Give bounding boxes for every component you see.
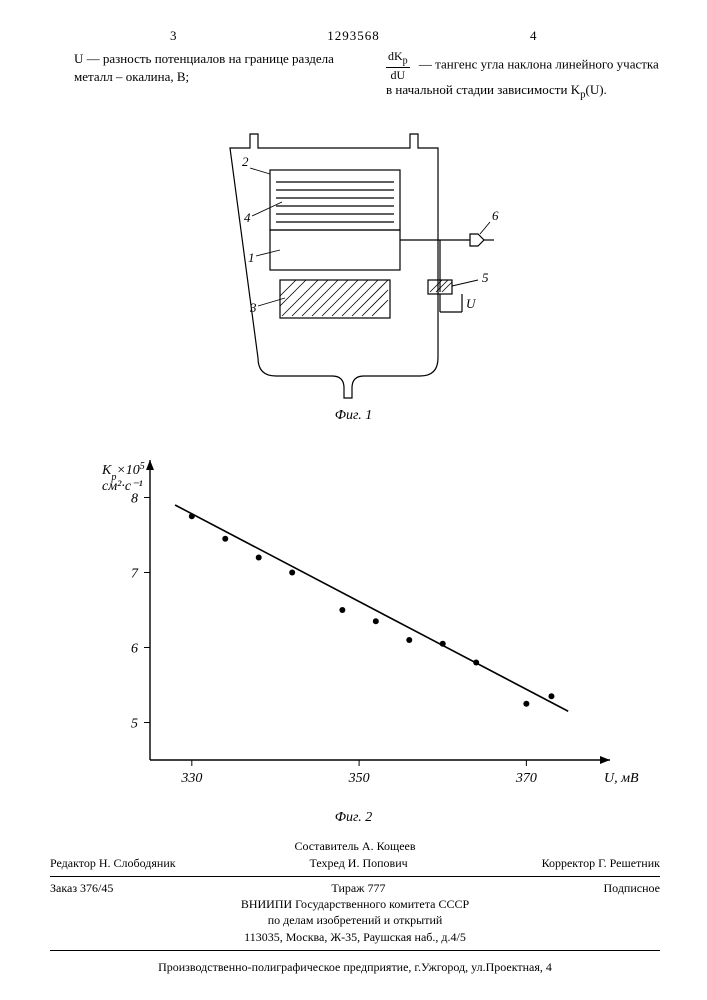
figure-1-caption: Фиг. 1 bbox=[0, 408, 707, 424]
fig1-label-6: 6 bbox=[492, 208, 499, 223]
figure-2-caption: Фиг. 2 bbox=[0, 810, 707, 826]
frac-num: dK bbox=[388, 49, 403, 63]
svg-text:5: 5 bbox=[131, 717, 138, 732]
chart-svg: 3303503705678Kp×105см²·с⁻¹U, мВ bbox=[80, 440, 640, 810]
fig1-label-2: 2 bbox=[242, 154, 249, 169]
pub-info: Заказ 376/45 Тираж 777 Подписное ВНИИПИ … bbox=[50, 880, 660, 945]
definition-right: dKp dU — тангенс угла наклона линейного … bbox=[386, 50, 666, 103]
fig1-label-4: 4 bbox=[244, 210, 251, 225]
svg-text:см²·с⁻¹: см²·с⁻¹ bbox=[102, 479, 143, 494]
svg-text:330: 330 bbox=[180, 771, 202, 786]
pub-org1: ВНИИПИ Государственного комитета СССР bbox=[50, 896, 660, 912]
printer-line: Производственно-полиграфическое предприя… bbox=[50, 960, 660, 975]
fig1-label-u: U bbox=[466, 296, 477, 311]
pub-sub: Подписное bbox=[604, 880, 661, 896]
definition-left: U — разность потенциалов на границе разд… bbox=[74, 50, 334, 85]
svg-text:350: 350 bbox=[348, 771, 370, 786]
rule-2 bbox=[50, 950, 660, 951]
svg-text:U, мВ: U, мВ bbox=[604, 771, 639, 786]
def-right-text: — тангенс угла наклона линейного участка… bbox=[386, 57, 659, 98]
figure-1-svg: 2 4 1 3 5 6 U bbox=[170, 130, 530, 400]
pub-tirazh: Тираж 777 bbox=[331, 880, 385, 896]
def-right-frac: dKp dU bbox=[386, 50, 410, 81]
frac-num-sub: p bbox=[403, 55, 408, 66]
credit-compiler: Составитель А. Кощеев bbox=[50, 838, 660, 855]
svg-text:7: 7 bbox=[131, 567, 139, 582]
fig1-label-5: 5 bbox=[482, 270, 489, 285]
credit-techred: Техред И. Попович bbox=[309, 855, 407, 872]
figure-1: 2 4 1 3 5 6 U bbox=[170, 130, 530, 400]
def-left-symbol: U — bbox=[74, 51, 100, 66]
pub-addr: 113035, Москва, Ж-35, Раушская наб., д.4… bbox=[50, 929, 660, 945]
def-right-tail: (U). bbox=[586, 82, 607, 97]
pub-order: Заказ 376/45 bbox=[50, 880, 113, 896]
credit-editor: Редактор Н. Слободяник bbox=[50, 855, 176, 872]
credit-corrector: Корректор Г. Решетник bbox=[542, 855, 660, 872]
fig1-label-3: 3 bbox=[249, 300, 257, 315]
figure-2-chart: 3303503705678Kp×105см²·с⁻¹U, мВ bbox=[80, 440, 640, 810]
page: 3 1293568 4 U — разность потенциалов на … bbox=[0, 0, 707, 1000]
frac-den: dU bbox=[386, 68, 410, 81]
svg-text:6: 6 bbox=[131, 642, 138, 657]
col-right: 4 bbox=[530, 28, 537, 44]
rule-1 bbox=[50, 876, 660, 877]
fig1-label-1: 1 bbox=[248, 250, 255, 265]
pub-org2: по делам изобретений и открытий bbox=[50, 912, 660, 928]
doc-number: 1293568 bbox=[0, 28, 707, 44]
credits-block: Составитель А. Кощеев Редактор Н. Слобод… bbox=[50, 838, 660, 872]
svg-text:370: 370 bbox=[515, 771, 537, 786]
def-left-text: разность потенциалов на границе раздела … bbox=[74, 51, 334, 84]
